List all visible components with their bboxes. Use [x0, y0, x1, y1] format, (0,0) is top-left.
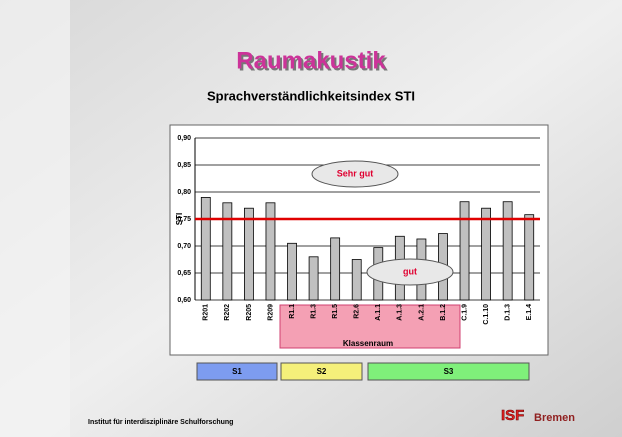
- x-tick-label: R202: [224, 304, 231, 321]
- annotation: Sehr gut: [337, 168, 374, 178]
- bar: [502, 201, 513, 301]
- x-tick-label: D.1.3: [505, 304, 512, 321]
- x-tick-label: C.1.10: [483, 304, 490, 325]
- footer-institute: Institut für interdisziplinäre Schulfors…: [88, 419, 233, 426]
- bar: [459, 201, 470, 301]
- y-tick-label: 0,90: [177, 135, 191, 142]
- y-tick-label: 0,85: [177, 162, 191, 169]
- group-box: [196, 362, 278, 381]
- logo-isf: ISF: [501, 407, 524, 424]
- y-tick-label: 0,75: [177, 216, 191, 223]
- y-tick-label: 0,60: [177, 297, 191, 304]
- x-tick-label: R1.1: [289, 304, 296, 319]
- bar: [308, 256, 319, 301]
- bar: [524, 214, 535, 301]
- x-tick-label: R1.5: [332, 304, 339, 319]
- bar: [265, 202, 276, 301]
- x-tick-label: C.1.9: [461, 304, 468, 321]
- bar: [287, 242, 297, 301]
- y-tick-label: 0,65: [177, 270, 191, 277]
- bar: [351, 259, 362, 301]
- x-tick-label: E.1.4: [526, 304, 533, 320]
- x-tick-label: A.2.1: [418, 304, 425, 321]
- group-label: S3: [444, 367, 454, 376]
- bar: [330, 237, 341, 301]
- group-label: S1: [232, 367, 242, 376]
- bar: [200, 196, 211, 301]
- x-tick-label: R209: [267, 304, 274, 321]
- group-label: S2: [317, 367, 327, 376]
- slide-title: Raumakustik: [236, 47, 386, 74]
- logo-text: Bremen: [534, 412, 575, 424]
- x-tick-label: A.1.1: [375, 304, 382, 321]
- title-shadow: Raumakustik: [238, 49, 388, 76]
- x-tick-label: R201: [203, 304, 210, 321]
- x-axis-label: Klassenraum: [343, 339, 393, 348]
- y-tick-label: 0,80: [177, 189, 191, 196]
- group-box: [280, 362, 363, 381]
- x-tick-label: R1.3: [310, 304, 317, 319]
- annotation: gut: [403, 266, 417, 276]
- y-axis-label: STI: [175, 213, 184, 225]
- left-band: [0, 0, 70, 437]
- x-tick-label: B.1.2: [440, 304, 447, 321]
- bar: [222, 202, 233, 301]
- bar: [481, 207, 491, 301]
- highlight-band: [279, 304, 461, 349]
- subtitle: Sprachverständlichkeitsindex STI: [207, 88, 415, 103]
- y-tick-label: 0,70: [177, 243, 191, 250]
- x-tick-label: R2.6: [354, 304, 361, 319]
- annotation-ellipse: [311, 160, 399, 188]
- annotation-ellipse: [366, 258, 454, 286]
- x-tick-label: R205: [246, 304, 253, 321]
- bar: [244, 207, 254, 301]
- group-box: [367, 362, 530, 381]
- x-tick-label: A.1.3: [397, 304, 404, 321]
